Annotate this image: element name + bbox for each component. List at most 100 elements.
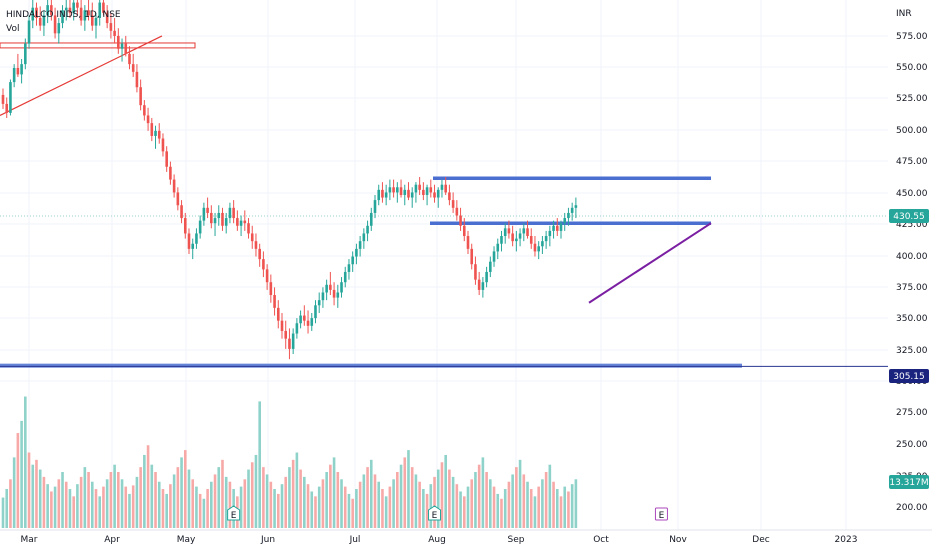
volume-bar: [191, 479, 195, 528]
volume-bar: [16, 433, 20, 528]
volume-bar: [265, 474, 269, 528]
volume-bar: [366, 467, 369, 528]
volume-bar: [120, 479, 124, 528]
candle-body: [120, 43, 124, 49]
candle-body: [343, 271, 347, 283]
earnings-marker[interactable]: E: [654, 507, 668, 521]
volume-bar: [381, 489, 384, 528]
volume-tick-label: 200.00: [896, 503, 928, 513]
candle-body: [221, 212, 224, 226]
chart-drawings[interactable]: [0, 35, 888, 368]
candle-body: [262, 259, 265, 270]
candle-body: [9, 82, 12, 113]
volume-bar: [552, 481, 555, 528]
candle-body: [224, 218, 228, 226]
candle-body: [27, 20, 31, 44]
candle-body: [485, 271, 488, 283]
candle-body: [377, 189, 381, 201]
volume-bar: [176, 467, 180, 528]
volume-bar: [269, 481, 273, 528]
candle-body: [157, 130, 161, 139]
time-axis[interactable]: Mar Apr May Jun Jul Aug Sep Oct Nov Dec 2023: [21, 535, 858, 545]
candle-body: [552, 225, 555, 231]
volume-bar: [165, 493, 168, 528]
volume-bar: [94, 489, 98, 528]
volume-bar: [462, 496, 466, 528]
volume-bar: [20, 420, 23, 528]
earnings-marker[interactable]: E: [428, 505, 442, 521]
volume-bar: [98, 496, 102, 528]
volume-bar: [418, 481, 421, 528]
volume-bars: [1, 396, 578, 528]
last-volume-badge-text: 13.317M: [889, 478, 928, 488]
volume-bar: [433, 476, 436, 528]
currency-label: INR: [896, 9, 912, 19]
volume-bar: [303, 476, 306, 528]
time-tick-label: Jul: [349, 535, 361, 545]
volume-bar: [1, 497, 5, 528]
symbol-title[interactable]: HINDALCO INDS, 1D, NSE: [6, 10, 121, 20]
candle-body: [191, 243, 195, 249]
volume-bar: [210, 481, 213, 528]
time-tick-label: Mar: [21, 535, 38, 545]
volume-bar: [529, 489, 533, 528]
price-tick-label: 475.00: [896, 157, 928, 167]
volume-bar: [42, 476, 46, 528]
volume-bar: [50, 491, 53, 528]
volume-bar: [262, 467, 265, 528]
earnings-marker-label: E: [659, 511, 665, 521]
volume-bar: [187, 469, 191, 528]
candle-body: [291, 333, 295, 349]
earnings-marker[interactable]: E: [227, 505, 241, 521]
candle-body: [422, 189, 425, 195]
volume-bar: [64, 481, 68, 528]
candle-body: [210, 212, 213, 224]
volume-bar: [570, 484, 574, 528]
candle-body: [50, 5, 53, 16]
price-tick-label: 500.00: [896, 126, 928, 136]
volume-bar: [567, 491, 570, 528]
candle-body: [340, 282, 343, 293]
candle-body: [169, 166, 172, 180]
volume-bar: [377, 481, 381, 528]
volume-bar: [124, 486, 128, 528]
price-tick-label: 325.00: [896, 346, 928, 356]
candle-body: [522, 228, 526, 234]
volume-bar: [440, 462, 444, 528]
candle-body: [470, 248, 474, 265]
last-volume-badge: 13.317M: [889, 475, 929, 489]
price-tick-label: 450.00: [896, 189, 928, 199]
candle-body: [128, 53, 131, 65]
volume-bar: [399, 464, 403, 528]
candle-body: [559, 223, 563, 231]
candle-body: [481, 282, 485, 290]
candle-body: [273, 295, 276, 308]
volume-bar: [217, 467, 221, 528]
price-axis[interactable]: INR 575.00 550.00 525.00 500.00 475.00 450.00…: [896, 9, 928, 513]
volume-bar: [288, 467, 291, 528]
volume-bar: [559, 496, 563, 528]
candle-body: [440, 184, 444, 190]
time-tick-label: Apr: [104, 535, 120, 545]
volume-bar: [414, 474, 418, 528]
volume-legend[interactable]: Vol: [6, 24, 19, 34]
volume-bar: [325, 472, 328, 528]
candle-body: [68, 7, 72, 13]
time-tick-label: 2023: [835, 535, 858, 545]
volume-bar: [410, 467, 414, 528]
last-volume-badge-bg: [889, 475, 929, 489]
candle-body: [143, 105, 146, 116]
earnings-marker-shape: [227, 505, 241, 521]
candle-body: [53, 15, 57, 34]
volume-bar: [61, 472, 64, 528]
candle-body: [243, 220, 247, 224]
volume-bar: [448, 469, 451, 528]
volume-bar: [317, 486, 321, 528]
candle-body: [303, 315, 306, 321]
candle-body: [373, 200, 377, 213]
volume-bar: [485, 472, 488, 528]
candle-body: [172, 179, 176, 193]
candle-body: [474, 264, 477, 280]
